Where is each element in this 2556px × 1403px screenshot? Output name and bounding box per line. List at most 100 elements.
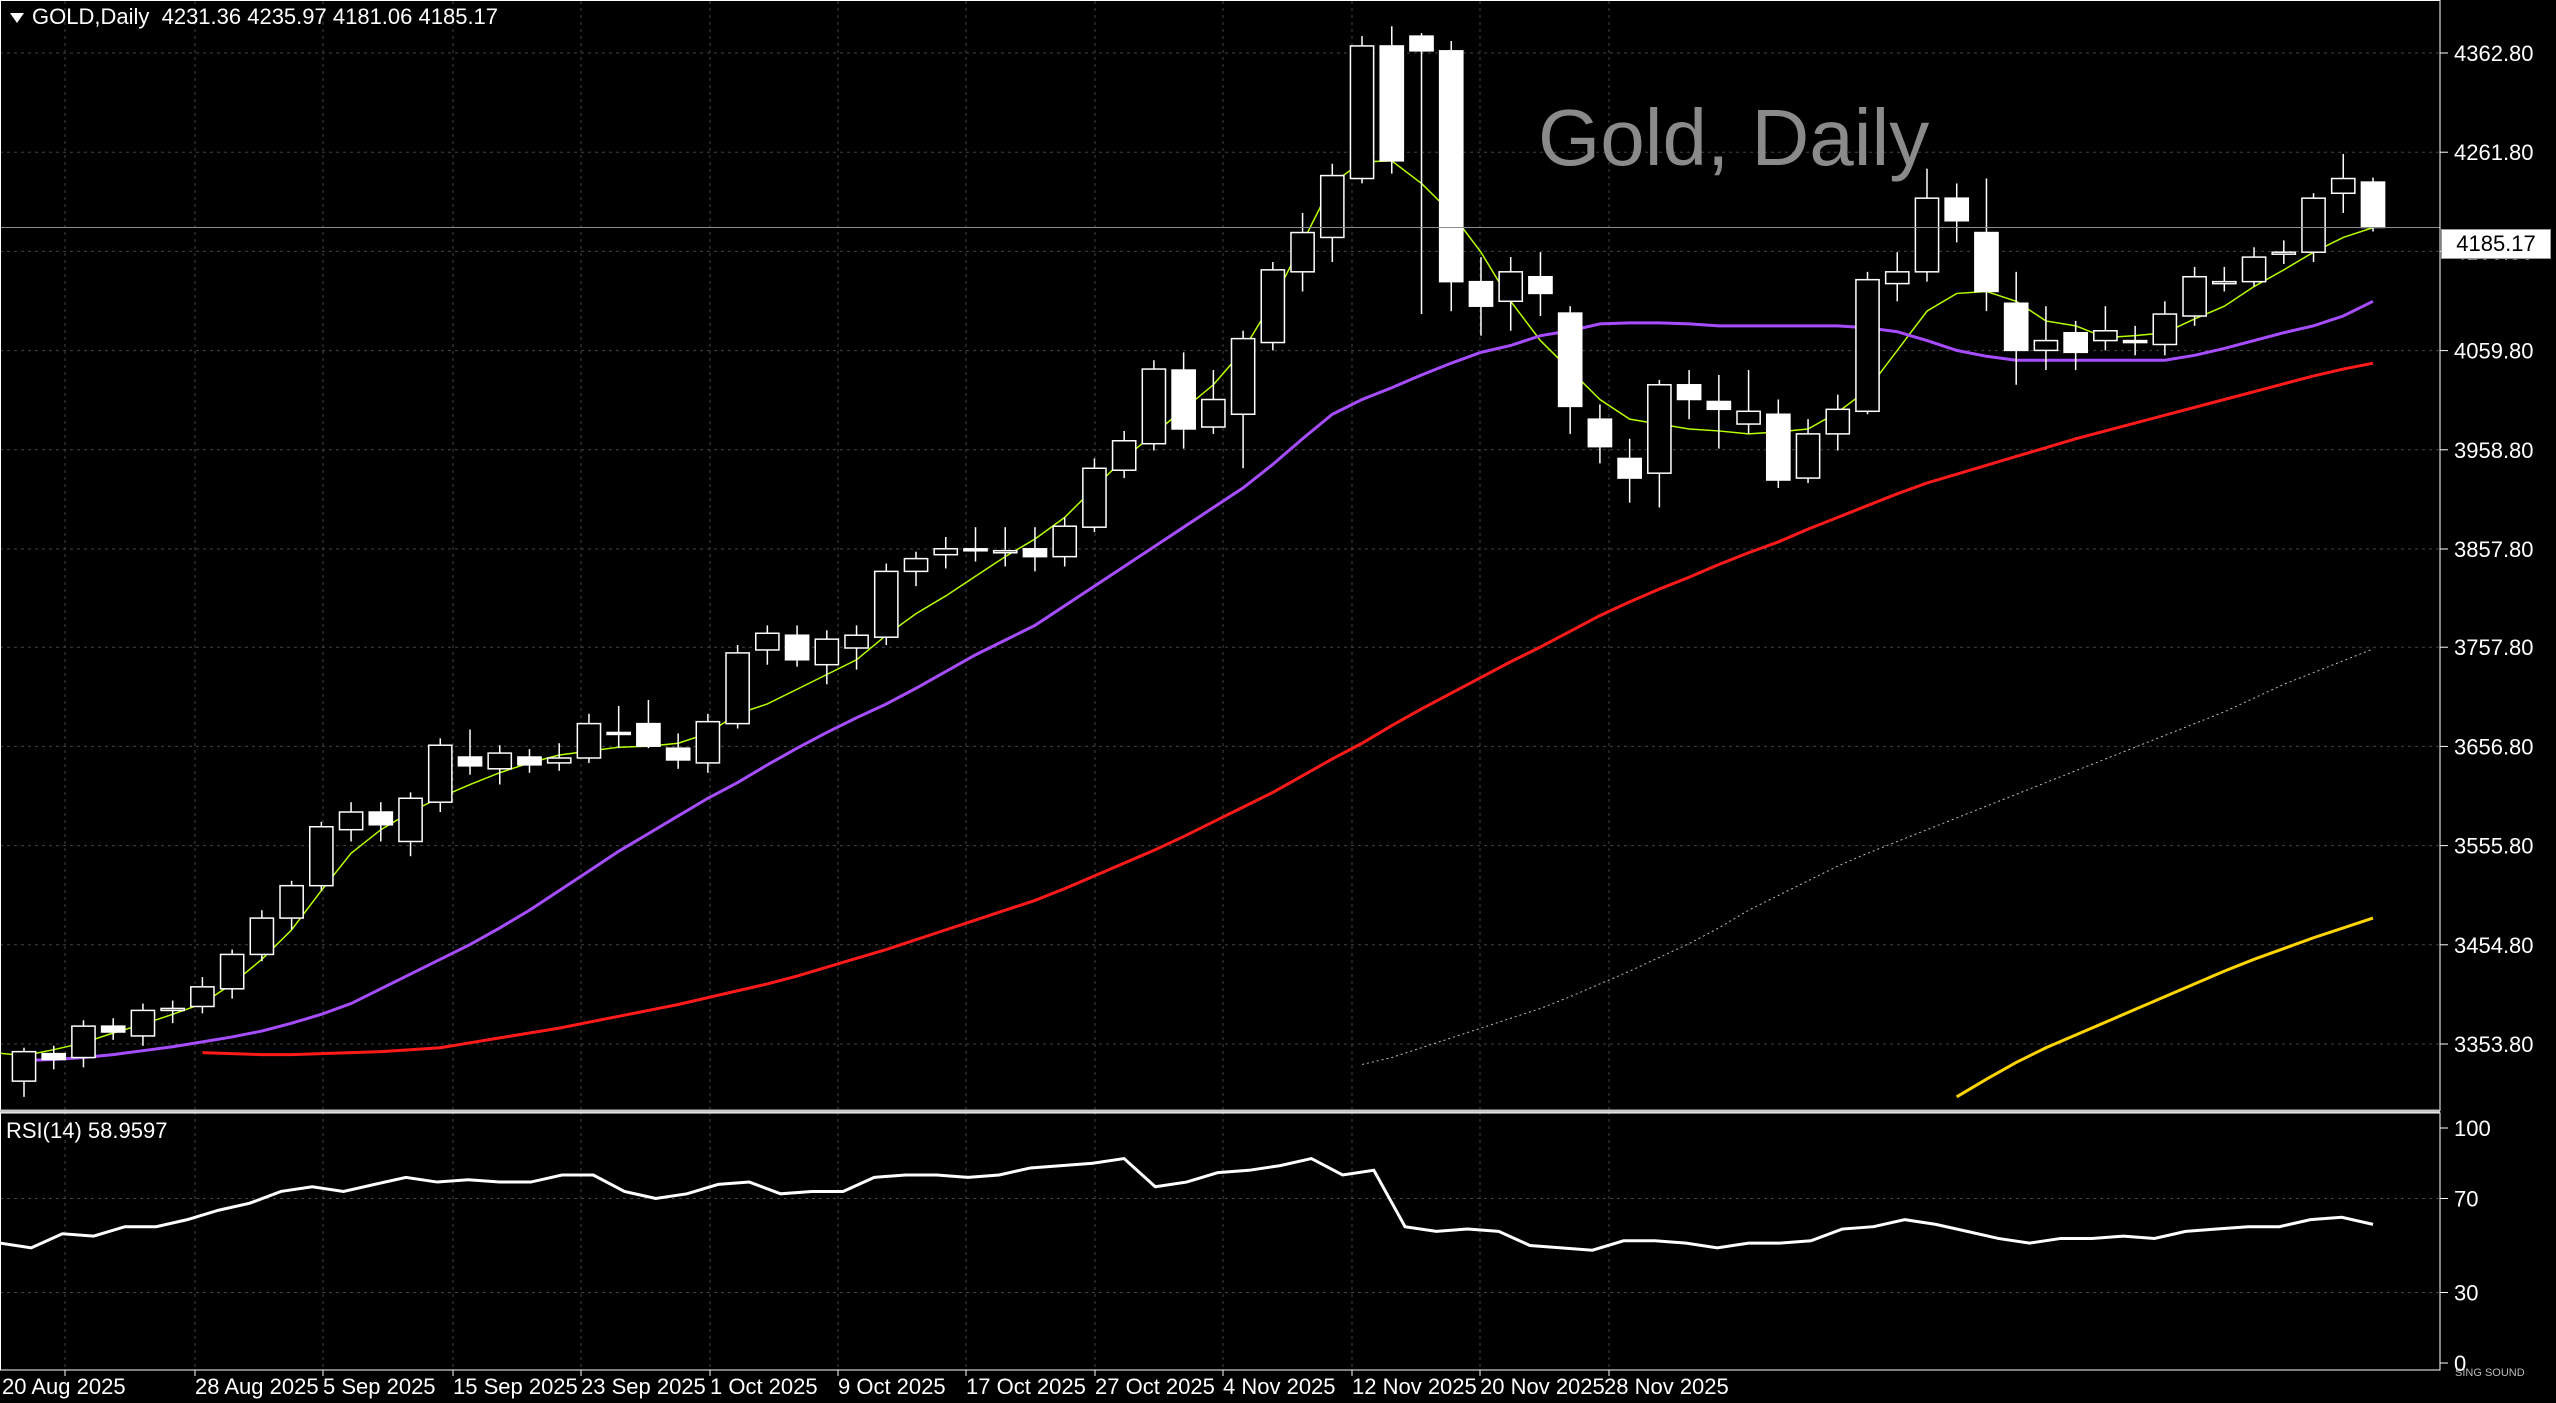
x-tick-label: 1 Oct 2025 [710,1374,818,1399]
candle-body [1736,410,1761,425]
candle-body [71,1025,96,1059]
candle-body [1765,413,1791,481]
ma-line-3 [202,361,2374,1057]
y-tick-label: 4059.80 [2454,339,2534,364]
candle-body [1647,384,1672,474]
candle-body [576,722,602,759]
candle-body [1468,280,1494,307]
ma-line-5 [1955,916,2374,1099]
candle-body [695,720,721,764]
x-tick-label: 9 Oct 2025 [838,1374,946,1399]
candle-body [457,756,483,767]
candle-body [1111,440,1137,471]
rsi-label: RSI(14) 58.9597 [6,1118,168,1143]
candle-body [1379,45,1405,162]
x-tick-label: 20 Aug 2025 [2,1374,126,1399]
candle-body [368,811,394,826]
x-tick-label: 5 Sep 2025 [323,1374,436,1399]
x-tick-label: 28 Aug 2025 [195,1374,319,1399]
x-tick-label: 4 Nov 2025 [1223,1374,1336,1399]
candle-body [1528,275,1553,295]
candle-body [41,1052,67,1061]
brand-logo: SING SOUND [2455,1367,2525,1379]
chart-header: GOLD,Daily 4231.36 4235.97 4181.06 4185.… [10,4,498,30]
candle-body [487,752,513,770]
y-tick-label: 3958.80 [2454,438,2534,463]
candle-body [814,638,840,666]
rsi-tick-label: 30 [2454,1281,2478,1306]
rsi-tick-label: 70 [2454,1187,2478,1212]
candle-body [2241,256,2267,283]
candle-body [963,548,988,552]
candle-body [1884,271,1910,285]
x-tick-label: 20 Nov 2025 [1480,1374,1605,1399]
chart-watermark: Gold, Daily [1538,93,1930,182]
y-tick-label: 3555.80 [2454,834,2534,859]
candle-body [1230,337,1256,415]
candle-body [873,570,899,638]
candle-body [844,634,869,649]
candle-body [2063,331,2089,354]
candle-body [219,953,245,990]
dropdown-triangle-icon[interactable] [10,13,24,24]
x-tick-label: 12 Nov 2025 [1352,1374,1477,1399]
x-tick-label: 28 Nov 2025 [1604,1374,1729,1399]
x-tick-label: 15 Sep 2025 [453,1374,578,1399]
candle-body [1855,278,1880,413]
rsi-tick-label: 100 [2454,1116,2491,1141]
candle-body [1825,408,1851,435]
candle-body [100,1025,126,1033]
candle-body [546,757,572,764]
candle-body [1201,398,1226,428]
candle-body [784,634,810,661]
x-tick-label: 17 Oct 2025 [966,1374,1086,1399]
candle-body [1141,368,1167,445]
candle-body [2152,313,2178,346]
candle-body [636,722,661,747]
candle-body [2003,302,2029,352]
candle-body [992,550,1018,554]
candle-body [665,747,691,761]
symbol-label: GOLD,Daily [32,4,150,29]
current-price-tag: 4185.17 [2441,229,2551,259]
candle-body [2122,339,2148,344]
y-tick-label: 3454.80 [2454,933,2534,958]
rsi-line [0,1156,2374,1252]
candle-body [1676,384,1702,401]
y-tick-label: 3857.80 [2454,537,2534,562]
candle-body [1914,197,1940,273]
candle-body [1409,35,1434,52]
candle-body [160,1007,186,1012]
x-tick-label: 27 Oct 2025 [1095,1374,1215,1399]
candle-body [1319,174,1345,239]
candle-body [1617,457,1642,479]
candle-body [1587,418,1613,448]
candle-body [1438,50,1464,283]
candle-body [1022,548,1048,558]
candle-body [517,756,542,766]
ohlc-values: 4231.36 4235.97 4181.06 4185.17 [161,4,499,29]
candle-body [1052,525,1078,558]
candle-body [2182,275,2207,317]
candle-body [11,1050,37,1082]
ma-line-4 [1361,648,2374,1065]
candle-body [1706,400,1732,411]
candle-body [755,632,780,651]
candle-body [308,825,334,887]
candle-body [606,731,632,736]
candle-body [1944,197,1970,222]
candle-body [130,1009,156,1037]
candle-body [1260,269,1286,344]
candle-body [725,652,750,725]
candle-body [190,986,215,1008]
y-tick-label: 4362.80 [2454,41,2534,66]
y-tick-label: 3656.80 [2454,734,2534,759]
candle-body [1795,433,1821,479]
ma-line-2 [23,299,2374,1062]
y-tick-label: 4261.80 [2454,140,2534,165]
candle-body [338,811,364,831]
rsi-panel [0,1156,2374,1252]
candle-body [279,884,304,919]
